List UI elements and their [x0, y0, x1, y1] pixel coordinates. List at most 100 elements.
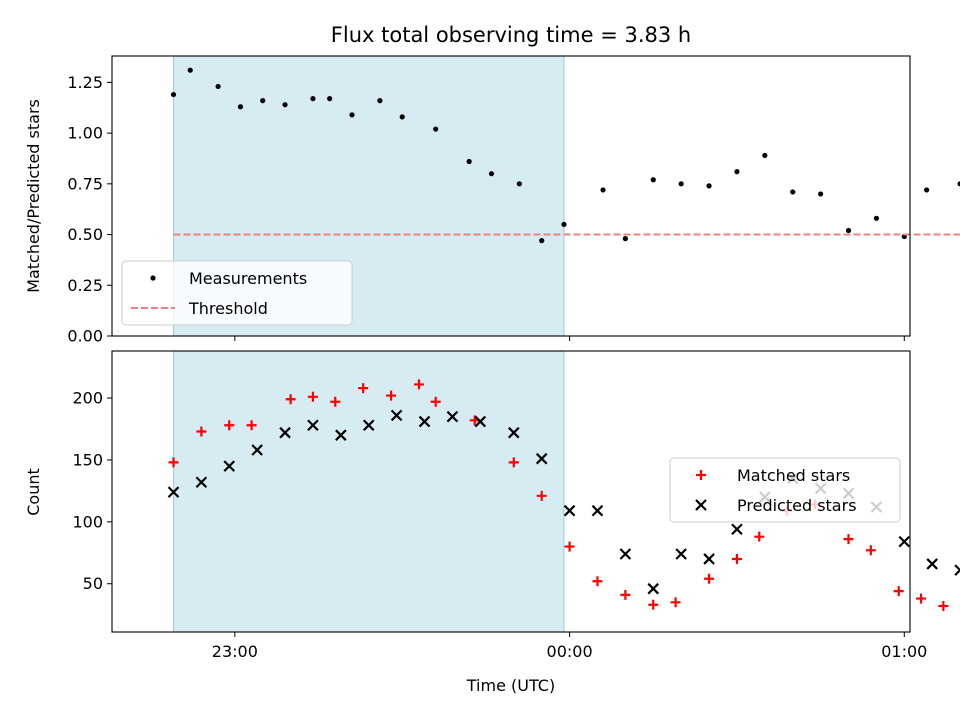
highlight-span: [173, 351, 564, 632]
x-axis-label: Time (UTC): [466, 676, 555, 695]
measurements-point: [600, 187, 606, 193]
matched-stars-point: [508, 457, 519, 468]
predicted-stars-point: [535, 452, 548, 465]
measurements-point: [488, 171, 495, 177]
x-tick-label: 01:00: [881, 642, 927, 661]
measurements-point: [845, 227, 852, 234]
matched-stars-point: [358, 383, 369, 394]
legend-box: [121, 260, 353, 326]
predicted-stars-point: [307, 419, 319, 432]
predicted-stars-point: [591, 504, 604, 517]
measurements-point: [349, 112, 355, 118]
matched-stars-point: [224, 420, 235, 431]
predicted-stars-point: [390, 409, 403, 422]
matched-stars-point: [307, 391, 318, 402]
predicted-stars-point: [251, 444, 263, 456]
matched-stars-point: [865, 545, 876, 556]
predicted-stars-point: [223, 460, 236, 472]
predicted-stars-point: [362, 419, 375, 432]
matched-stars-point: [754, 531, 765, 542]
measurements-point: [957, 181, 960, 187]
measurements-point: [762, 152, 768, 159]
legend-marker-dot: [150, 275, 156, 281]
matched-stars-point: [285, 394, 296, 405]
matched-stars-point: [536, 490, 547, 501]
measurements-point: [561, 221, 567, 228]
y-tick-label: 0.00: [67, 327, 103, 346]
y-tick-label: 0.25: [67, 276, 103, 295]
measurements-point: [327, 96, 333, 102]
matched-stars-point: [413, 379, 424, 390]
predicted-stars-point: [898, 535, 911, 548]
measurements-point: [377, 98, 383, 104]
x-tick-label: 00:00: [547, 642, 593, 661]
plot-frame: [111, 350, 911, 633]
predicted-stars-point: [926, 558, 938, 570]
y-tick-label: 150: [72, 450, 103, 469]
legend-label: Matched stars: [737, 466, 850, 485]
y-tick-label: 100: [72, 512, 103, 531]
matched-stars-point: [592, 576, 603, 587]
measurements-point: [706, 183, 712, 189]
predicted-stars-point: [619, 548, 632, 560]
predicted-stars-point: [335, 429, 347, 441]
predicted-stars-point: [446, 410, 459, 423]
y-tick-label: 1.25: [67, 73, 103, 92]
legend-marker-plus: [696, 470, 706, 480]
x-tick-label: 23:00: [212, 642, 258, 661]
matched-stars-point: [893, 586, 904, 597]
measurements-point: [650, 177, 656, 183]
predicted-stars-point: [474, 415, 487, 428]
predicted-stars-point: [647, 582, 660, 595]
chart-title: Flux total observing time = 3.83 h: [331, 23, 691, 47]
y-tick-label: 1.00: [67, 124, 103, 143]
predicted-stars-point: [675, 548, 687, 560]
matched-stars-point: [731, 553, 742, 564]
y-tick-label: 0.75: [67, 174, 103, 193]
measurements-point: [516, 181, 522, 187]
measurements-point: [399, 114, 405, 120]
matched-stars-point: [168, 457, 179, 468]
predicted-stars-point: [167, 486, 180, 498]
legend-box: [669, 457, 901, 523]
measurements-point: [260, 98, 266, 104]
matched-stars-point: [843, 534, 854, 545]
measurements-point: [924, 187, 930, 193]
bottom-panel-counts: 50 100 150 200 23:00 00:00 01:00 Matched stars P…: [72, 350, 960, 661]
top-y-axis-label: Matched/Predicted stars: [24, 99, 43, 293]
top-panel-ratio: 0.00 0.25 0.50 0.75 1.00 1.25 Measurements Thre…: [67, 55, 960, 346]
matched-stars-point: [704, 573, 715, 584]
matched-stars-point: [916, 593, 927, 604]
bottom-y-axis-label: Count: [24, 468, 43, 516]
measurements-point: [466, 158, 472, 165]
matched-stars-point: [386, 390, 397, 401]
measurements-point: [215, 83, 221, 90]
measurements-point: [622, 236, 628, 242]
measurements-point: [170, 91, 177, 98]
matched-stars-point: [564, 541, 575, 552]
measurements-point: [310, 96, 316, 102]
matched-stars-point: [620, 589, 631, 600]
predicted-stars-point: [563, 504, 576, 517]
legend-marker-x: [695, 499, 707, 511]
measurements-point: [237, 104, 244, 110]
measurements-point: [790, 189, 796, 195]
matched-stars-point: [430, 396, 441, 407]
predicted-stars-point: [731, 523, 743, 536]
predicted-stars-point: [195, 476, 208, 488]
measurements-point: [539, 238, 545, 244]
measurements-point: [734, 169, 740, 175]
measurements-point: [187, 67, 193, 73]
y-tick-label: 0.50: [67, 225, 103, 244]
legend-label: Predicted stars: [737, 496, 857, 515]
legend-label: Threshold: [188, 299, 268, 318]
measurements-point: [873, 215, 880, 221]
predicted-stars-point: [279, 426, 291, 439]
predicted-stars-point: [418, 415, 431, 428]
y-tick-label: 200: [72, 389, 103, 408]
predicted-stars-point: [508, 426, 520, 439]
measurements-point: [282, 102, 288, 108]
measurements-point: [678, 181, 684, 187]
legend-label: Measurements: [189, 269, 307, 288]
